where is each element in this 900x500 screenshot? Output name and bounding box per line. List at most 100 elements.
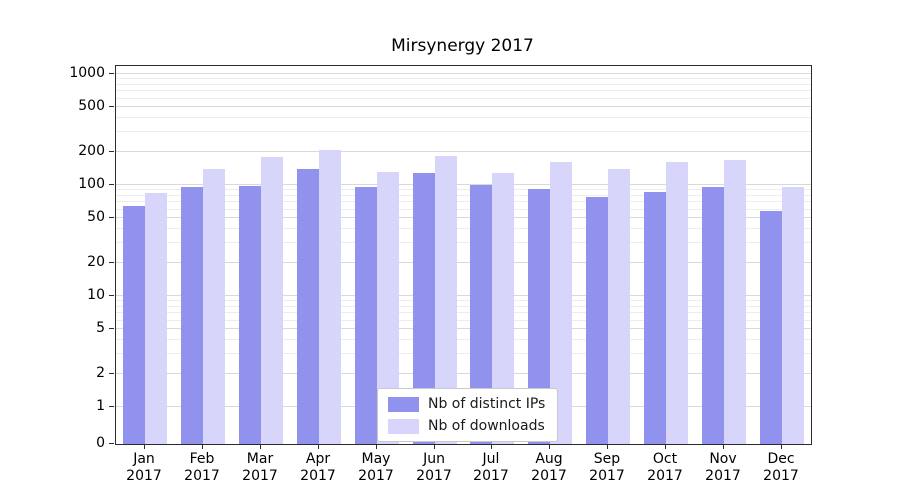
x-tick-year: 2017	[647, 468, 683, 484]
gridline-major	[116, 372, 811, 374]
x-tick-year: 2017	[242, 468, 278, 484]
y-tick-mark	[109, 372, 114, 374]
legend-swatch-distinct-ips	[388, 396, 419, 412]
x-tick-label: Apr 2017	[283, 451, 353, 485]
x-tick-month: Nov	[709, 451, 737, 467]
y-tick-label: 2	[96, 364, 105, 381]
x-tick-mark	[260, 444, 261, 449]
gridline-minor	[116, 312, 811, 314]
y-tick-mark	[109, 443, 114, 444]
x-tick-label: Oct 2017	[630, 451, 700, 485]
x-tick-month: Mar	[246, 451, 274, 467]
bar-distinct-ips	[239, 186, 261, 444]
gridline-minor	[116, 194, 811, 196]
bar-distinct-ips	[760, 211, 782, 444]
x-tick-label: Dec 2017	[746, 451, 816, 485]
x-tick-month: Dec	[767, 451, 795, 467]
bar-downloads	[724, 160, 746, 444]
bar-distinct-ips	[644, 192, 666, 444]
bar-downloads	[261, 157, 283, 444]
x-tick-year: 2017	[705, 468, 741, 484]
x-tick-month: Jan	[133, 451, 155, 467]
gridline-minor	[116, 242, 811, 244]
y-tick-mark	[109, 328, 114, 330]
x-tick-year: 2017	[358, 468, 394, 484]
bar-downloads	[550, 162, 572, 444]
x-tick-label: Nov 2017	[688, 451, 758, 485]
gridline-minor	[116, 90, 811, 92]
y-tick-label: 5	[96, 320, 105, 337]
bar-downloads	[377, 172, 399, 444]
gridline-minor	[116, 339, 811, 341]
x-tick-mark	[549, 444, 550, 449]
legend-label-downloads: Nb of downloads	[428, 418, 545, 434]
bar-downloads	[666, 162, 688, 444]
y-tick-mark	[109, 184, 114, 185]
gridline-minor	[116, 131, 811, 133]
x-tick-month: Oct	[652, 451, 678, 467]
gridline-major	[116, 217, 811, 219]
x-tick-month: Jul	[482, 451, 500, 467]
legend: Nb of distinct IPs Nb of downloads	[377, 388, 559, 442]
x-tick-year: 2017	[184, 468, 220, 484]
x-tick-mark	[781, 444, 782, 449]
x-tick-label: May 2017	[341, 451, 411, 485]
bar-distinct-ips	[181, 187, 203, 444]
gridline-minor	[116, 208, 811, 210]
bar-downloads	[782, 187, 804, 444]
bar-downloads	[492, 173, 514, 444]
y-tick-label: 20	[87, 253, 105, 270]
bar-downloads	[203, 169, 225, 444]
x-tick-month: Apr	[305, 451, 331, 467]
gridline-minor	[116, 319, 811, 321]
bar-distinct-ips	[123, 206, 145, 444]
bar-distinct-ips	[297, 169, 319, 444]
y-tick-mark	[109, 150, 114, 152]
x-tick-mark	[665, 444, 666, 449]
y-tick-label: 1000	[69, 65, 105, 81]
bar-distinct-ips	[413, 173, 435, 444]
y-tick-mark	[109, 261, 114, 263]
bar-distinct-ips	[702, 187, 724, 444]
gridline-minor	[116, 189, 811, 191]
x-tick-year: 2017	[763, 468, 799, 484]
gridline-minor	[116, 83, 811, 85]
gridline-major	[116, 261, 811, 263]
chart-title: Mirsynergy 2017	[391, 36, 534, 56]
x-tick-year: 2017	[589, 468, 625, 484]
x-tick-mark	[434, 444, 435, 449]
gridline-major	[116, 73, 811, 74]
bar-downloads	[608, 169, 630, 444]
legend-entry-distinct-ips: Nb of distinct IPs	[388, 396, 545, 412]
y-tick-label: 1	[96, 398, 105, 414]
x-tick-label: Aug 2017	[514, 451, 584, 485]
x-tick-year: 2017	[416, 468, 452, 484]
gridline-major	[116, 328, 811, 330]
bar-distinct-ips	[470, 185, 492, 444]
x-tick-label: Feb 2017	[167, 451, 237, 485]
x-tick-label: Jan 2017	[109, 451, 179, 485]
x-tick-year: 2017	[300, 468, 336, 484]
gridline-major	[116, 295, 811, 296]
bar-downloads	[145, 193, 167, 444]
y-tick-label: 10	[87, 287, 105, 303]
gridline-minor	[116, 117, 811, 119]
x-tick-mark	[491, 444, 492, 449]
x-tick-label: Mar 2017	[225, 451, 295, 485]
y-tick-mark	[109, 406, 114, 407]
y-tick-label: 200	[78, 142, 105, 159]
gridline-minor	[116, 300, 811, 302]
bar-distinct-ips	[528, 189, 550, 444]
y-tick-mark	[109, 217, 114, 219]
y-tick-label: 500	[78, 98, 105, 115]
y-tick-label: 0	[96, 435, 105, 451]
gridline-major	[116, 150, 811, 152]
x-tick-label: Sep 2017	[572, 451, 642, 485]
gridline-minor	[116, 305, 811, 307]
y-tick-label: 50	[87, 209, 105, 226]
legend-label-distinct-ips: Nb of distinct IPs	[428, 396, 546, 412]
legend-entry-downloads: Nb of downloads	[388, 418, 545, 434]
gridline-minor	[116, 201, 811, 203]
x-tick-label: Jul 2017	[456, 451, 526, 485]
